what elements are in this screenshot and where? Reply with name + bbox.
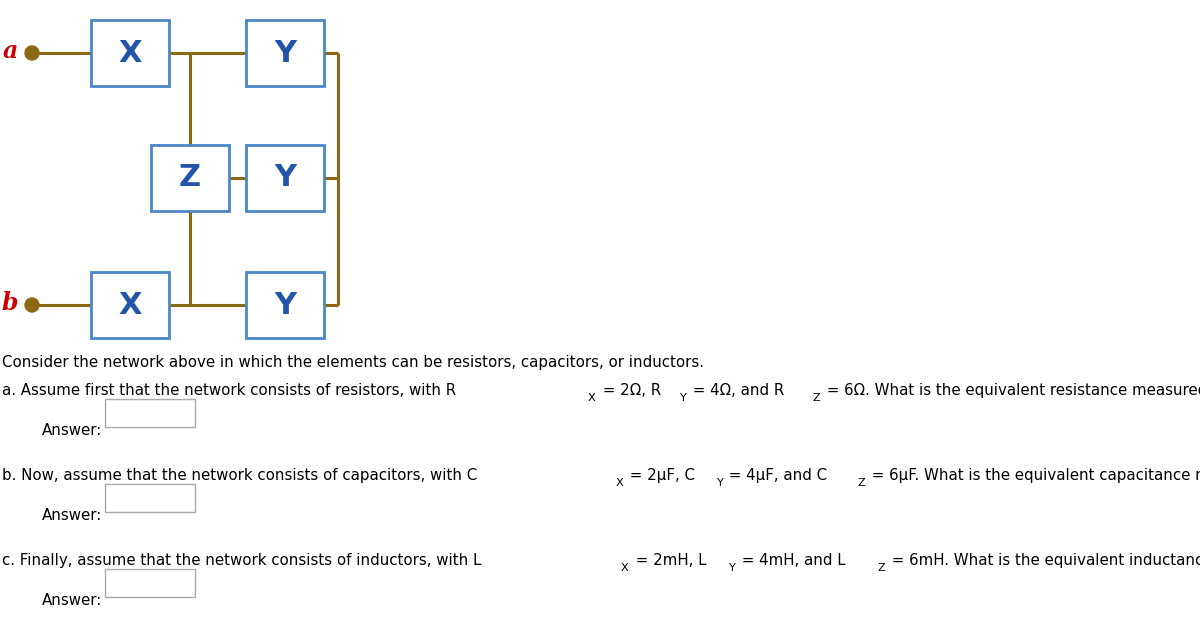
Text: c. Finally, assume that the network consists of inductors, with L: c. Finally, assume that the network cons… <box>2 553 481 568</box>
FancyBboxPatch shape <box>91 272 169 338</box>
Text: Answer:: Answer: <box>42 508 102 523</box>
Text: Z: Z <box>877 563 884 573</box>
Text: Y: Y <box>679 393 686 403</box>
FancyBboxPatch shape <box>106 399 196 427</box>
FancyBboxPatch shape <box>246 145 324 211</box>
Text: Answer:: Answer: <box>42 593 102 608</box>
Text: b: b <box>1 291 18 315</box>
Circle shape <box>25 46 38 60</box>
Text: = 4Ω, and R: = 4Ω, and R <box>689 383 785 398</box>
Text: X: X <box>119 39 142 68</box>
Text: Y: Y <box>274 163 296 192</box>
Text: Answer:: Answer: <box>42 423 102 438</box>
Text: Y: Y <box>728 563 734 573</box>
Text: = 2μF, C: = 2μF, C <box>625 468 695 483</box>
Text: = 4μF, and C: = 4μF, and C <box>725 468 828 483</box>
FancyBboxPatch shape <box>151 145 229 211</box>
Circle shape <box>25 298 38 312</box>
Text: = 2mH, L: = 2mH, L <box>630 553 706 568</box>
Text: Y: Y <box>274 291 296 320</box>
Text: X: X <box>588 393 595 403</box>
Text: a. Assume first that the network consists of resistors, with R: a. Assume first that the network consist… <box>2 383 456 398</box>
Text: X: X <box>616 478 623 488</box>
Text: Y: Y <box>715 478 722 488</box>
Text: X: X <box>119 291 142 320</box>
Text: = 6μF. What is the equivalent capacitance measured between nodes: = 6μF. What is the equivalent capacitanc… <box>868 468 1200 483</box>
FancyBboxPatch shape <box>106 569 196 597</box>
FancyBboxPatch shape <box>91 20 169 86</box>
Text: = 4mH, and L: = 4mH, and L <box>737 553 846 568</box>
Text: b. Now, assume that the network consists of capacitors, with C: b. Now, assume that the network consists… <box>2 468 478 483</box>
FancyBboxPatch shape <box>246 20 324 86</box>
Text: = 6mH. What is the equivalent inductance measured between nodes: = 6mH. What is the equivalent inductance… <box>887 553 1200 568</box>
Text: = 2Ω, R: = 2Ω, R <box>598 383 661 398</box>
Text: Z: Z <box>179 163 202 192</box>
Text: a: a <box>2 39 18 63</box>
Text: Y: Y <box>274 39 296 68</box>
Text: Z: Z <box>858 478 865 488</box>
FancyBboxPatch shape <box>106 484 196 512</box>
FancyBboxPatch shape <box>246 272 324 338</box>
Text: X: X <box>620 563 629 573</box>
Text: Z: Z <box>812 393 821 403</box>
Text: = 6Ω. What is the equivalent resistance measured between nodes: = 6Ω. What is the equivalent resistance … <box>822 383 1200 398</box>
Text: Consider the network above in which the elements can be resistors, capacitors, o: Consider the network above in which the … <box>2 355 704 370</box>
